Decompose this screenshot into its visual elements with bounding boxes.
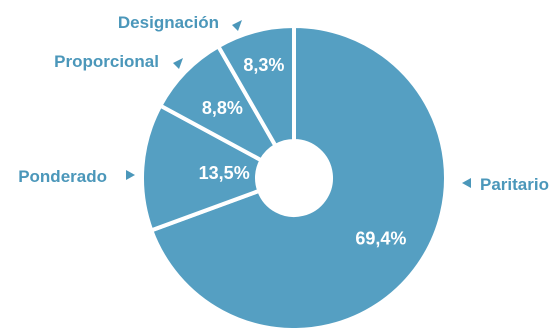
slice-designacion xyxy=(215,23,296,149)
slice-paritario xyxy=(148,23,448,328)
label-pointer-proporcional xyxy=(173,58,183,69)
category-label-designacion: Designación xyxy=(118,13,219,32)
label-pointer-paritario xyxy=(462,178,471,188)
category-label-paritario: Paritario xyxy=(480,175,549,194)
slice-ponderado xyxy=(140,102,265,233)
category-label-proporcional: Proporcional xyxy=(54,52,159,71)
value-label-proporcional: 8,8% xyxy=(202,98,243,118)
value-label-designacion: 8,3% xyxy=(243,55,284,75)
label-pointer-ponderado xyxy=(126,170,135,180)
category-labels-layer: Paritario Ponderado Proporcional Designació… xyxy=(18,13,549,194)
value-label-paritario: 69,4% xyxy=(355,229,406,249)
category-label-ponderado: Ponderado xyxy=(18,167,107,186)
value-label-ponderado: 13,5% xyxy=(199,163,250,183)
label-pointer-designacion xyxy=(232,20,242,31)
value-labels-layer: 69,4% 13,5% 8,8% 8,3% xyxy=(199,55,407,249)
slices-layer xyxy=(140,23,448,328)
